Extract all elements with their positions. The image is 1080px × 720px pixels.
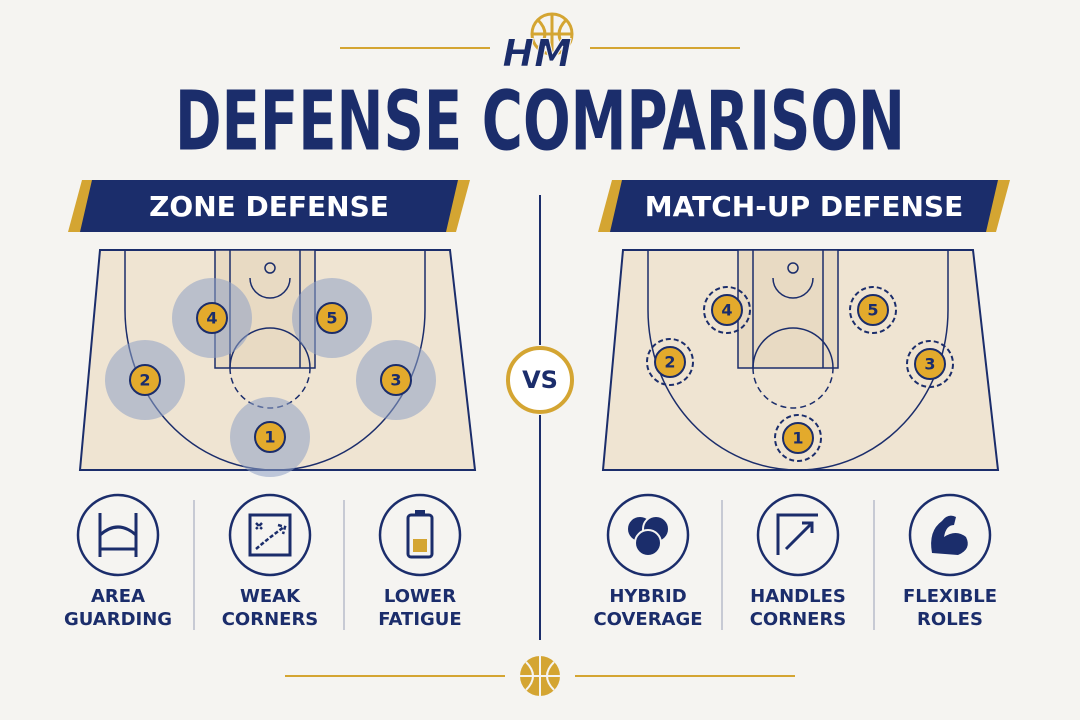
feature-label: CORNERS <box>750 609 847 630</box>
icon-glyph <box>413 539 427 552</box>
player-number: 3 <box>924 355 935 374</box>
heading-banner <box>598 180 1010 232</box>
player-number: 2 <box>139 371 150 390</box>
player: 3 <box>906 340 954 388</box>
icon-glyph <box>784 521 814 551</box>
player: 5 <box>849 286 897 334</box>
icon-glyph <box>248 513 292 557</box>
icon-ring <box>606 493 690 577</box>
player-marker <box>380 364 412 396</box>
feature-label: HYBRID <box>609 586 686 607</box>
matchup-ring <box>703 286 751 334</box>
player-number: 1 <box>264 428 275 447</box>
player: 1 <box>774 414 822 462</box>
feature-icon <box>606 493 690 577</box>
feature-icon <box>756 493 840 577</box>
feature-icon <box>228 493 312 577</box>
player-number: 1 <box>792 429 803 448</box>
court <box>601 249 1000 471</box>
player-marker <box>196 302 228 334</box>
matchup-ring <box>906 340 954 388</box>
player: 4 <box>703 286 751 334</box>
feature-label: FATIGUE <box>378 609 461 630</box>
player-number: 5 <box>867 301 878 320</box>
feature-label: AREA <box>91 586 145 607</box>
feature-label: WEAK <box>240 586 301 607</box>
feature-icon <box>76 493 160 577</box>
player-marker <box>914 348 946 380</box>
feature-label: HANDLES <box>750 586 846 607</box>
player-marker <box>654 346 686 378</box>
player: 1 <box>230 397 310 477</box>
feature-icon <box>378 493 462 577</box>
player-number: 3 <box>390 371 401 390</box>
banner-body <box>80 180 458 232</box>
vs-label: VS <box>522 366 558 394</box>
matchup-ring <box>849 286 897 334</box>
feature-label: LOWER <box>384 586 456 607</box>
player-marker <box>857 294 889 326</box>
heading-banner <box>68 180 470 232</box>
banner-body <box>610 180 998 232</box>
player-marker <box>129 364 161 396</box>
player: 2 <box>105 340 185 420</box>
icon-ring <box>228 493 312 577</box>
player-marker <box>316 302 348 334</box>
feature-label: CORNERS <box>222 609 319 630</box>
icon-glyph <box>415 510 425 515</box>
title: DEFENSE COMPARISON <box>175 74 905 169</box>
player: 2 <box>646 338 694 386</box>
icon-ring <box>908 493 992 577</box>
player: 3 <box>356 340 436 420</box>
feature-label: GUARDING <box>64 609 172 630</box>
icon-glyph <box>931 515 968 555</box>
free-throw-circle <box>752 327 834 369</box>
footer-ball <box>520 656 560 696</box>
icon-glyph <box>776 513 818 555</box>
player-marker <box>711 294 743 326</box>
vs-badge <box>506 346 574 414</box>
icon-glyph <box>98 513 138 557</box>
player-number: 4 <box>721 301 732 320</box>
free-throw-circle <box>752 367 834 409</box>
court-rim <box>264 262 276 274</box>
court-lines <box>647 250 949 471</box>
player-marker <box>254 421 286 453</box>
panel-heading: MATCH-UP DEFENSE <box>645 190 963 223</box>
feature-label: FLEXIBLE <box>903 586 997 607</box>
matchup-ring <box>646 338 694 386</box>
logo-ball <box>530 12 574 56</box>
player-number: 4 <box>206 309 217 328</box>
player: 4 <box>172 278 252 358</box>
feature-icon <box>908 493 992 577</box>
logo: HM <box>502 32 572 76</box>
player-number: 2 <box>664 353 675 372</box>
icon-ring <box>756 493 840 577</box>
matchup-ring <box>774 414 822 462</box>
icon-ring <box>76 493 160 577</box>
icon-glyph <box>634 529 662 557</box>
feature-label: ROLES <box>917 609 983 630</box>
icon-ring <box>378 493 462 577</box>
player: 5 <box>292 278 372 358</box>
court-rim <box>787 262 799 274</box>
feature-label: COVERAGE <box>593 609 702 630</box>
panel-heading: ZONE DEFENSE <box>149 190 389 223</box>
player-marker <box>782 422 814 454</box>
player-number: 5 <box>326 309 337 328</box>
